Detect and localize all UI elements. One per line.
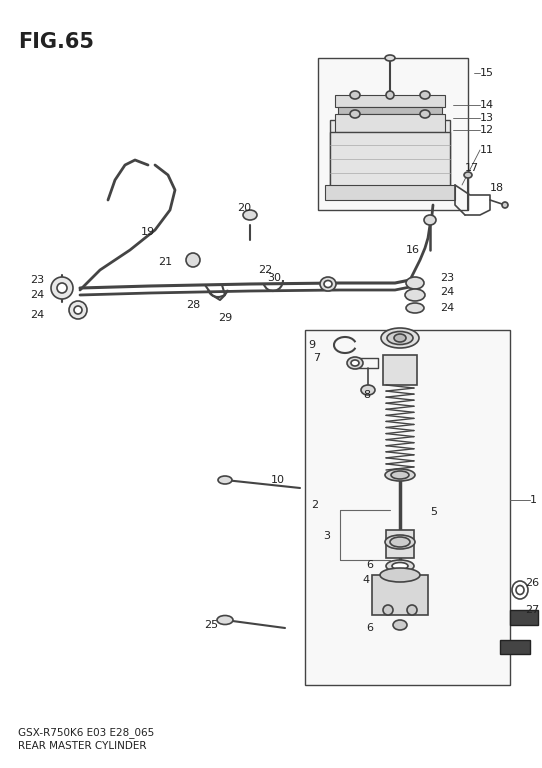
Text: 25: 25 [204, 620, 218, 630]
Bar [335, 95, 445, 107]
Text: 6: 6 [366, 560, 373, 570]
Text: FIG.65: FIG.65 [18, 32, 94, 52]
Bar [383, 355, 417, 385]
Ellipse shape [387, 332, 413, 345]
Ellipse shape [386, 91, 394, 99]
Ellipse shape [324, 280, 332, 287]
Ellipse shape [217, 615, 233, 624]
Text: 2: 2 [311, 500, 318, 510]
Bar [372, 575, 428, 615]
Text: 28: 28 [186, 300, 200, 310]
Ellipse shape [394, 334, 406, 342]
Ellipse shape [243, 210, 257, 220]
Ellipse shape [361, 385, 375, 395]
Ellipse shape [380, 568, 420, 582]
Text: 19: 19 [141, 227, 155, 237]
Ellipse shape [347, 357, 363, 369]
Text: 30: 30 [267, 273, 281, 283]
Ellipse shape [57, 283, 67, 293]
Bar [318, 58, 468, 210]
Text: 14: 14 [480, 100, 494, 110]
Text: 18: 18 [490, 183, 504, 193]
Text: 23: 23 [30, 275, 44, 285]
Text: 21: 21 [158, 257, 172, 267]
Ellipse shape [69, 301, 87, 319]
Bar [335, 114, 445, 132]
Ellipse shape [405, 289, 425, 301]
Bar [386, 530, 414, 558]
Ellipse shape [350, 110, 360, 118]
Text: GSX-R750K6 E03 E28_065: GSX-R750K6 E03 E28_065 [18, 727, 154, 739]
Text: 24: 24 [440, 303, 454, 313]
Text: 27: 27 [525, 605, 539, 615]
Text: 11: 11 [480, 145, 494, 155]
Bar [305, 330, 510, 685]
Text: 4: 4 [363, 575, 370, 585]
Ellipse shape [385, 535, 415, 549]
Text: 13: 13 [480, 113, 494, 123]
Text: 10: 10 [271, 475, 285, 485]
Text: 17: 17 [465, 163, 479, 173]
Ellipse shape [350, 91, 360, 99]
Bar [500, 640, 530, 654]
Text: 22: 22 [258, 265, 272, 275]
Text: 8: 8 [363, 390, 370, 400]
Ellipse shape [74, 306, 82, 314]
Ellipse shape [420, 91, 430, 99]
Text: 23: 23 [440, 273, 454, 283]
Ellipse shape [186, 253, 200, 267]
Ellipse shape [381, 328, 419, 348]
Text: 26: 26 [525, 578, 539, 588]
Text: 24: 24 [30, 290, 44, 300]
Ellipse shape [391, 471, 409, 479]
Text: 3: 3 [323, 531, 330, 541]
Ellipse shape [407, 605, 417, 615]
Text: 9: 9 [308, 340, 315, 350]
Text: 7: 7 [313, 353, 320, 363]
Text: 5: 5 [430, 507, 437, 517]
Ellipse shape [385, 469, 415, 481]
Ellipse shape [502, 202, 508, 208]
Text: 29: 29 [218, 313, 233, 323]
Ellipse shape [385, 55, 395, 61]
Bar [325, 185, 455, 200]
Ellipse shape [383, 605, 393, 615]
Text: 24: 24 [30, 310, 44, 320]
Ellipse shape [386, 560, 414, 572]
Text: 24: 24 [440, 287, 454, 297]
Bar [338, 107, 442, 114]
Ellipse shape [424, 215, 436, 225]
Ellipse shape [406, 277, 424, 289]
Ellipse shape [393, 620, 407, 630]
Ellipse shape [51, 277, 73, 299]
Text: REAR MASTER CYLINDER: REAR MASTER CYLINDER [18, 741, 146, 751]
Text: 16: 16 [406, 245, 420, 255]
Ellipse shape [351, 360, 359, 366]
Text: 6: 6 [366, 623, 373, 633]
Ellipse shape [392, 562, 408, 570]
Text: 20: 20 [237, 203, 251, 213]
Ellipse shape [218, 476, 232, 484]
Ellipse shape [320, 277, 336, 291]
Ellipse shape [516, 585, 524, 594]
Bar [510, 610, 538, 625]
Ellipse shape [420, 110, 430, 118]
Bar [330, 132, 450, 190]
Ellipse shape [390, 537, 410, 547]
Bar [330, 120, 450, 192]
Text: 1: 1 [530, 495, 537, 505]
Ellipse shape [464, 172, 472, 178]
Text: 12: 12 [480, 125, 494, 135]
Ellipse shape [406, 303, 424, 313]
Text: 15: 15 [480, 68, 494, 78]
